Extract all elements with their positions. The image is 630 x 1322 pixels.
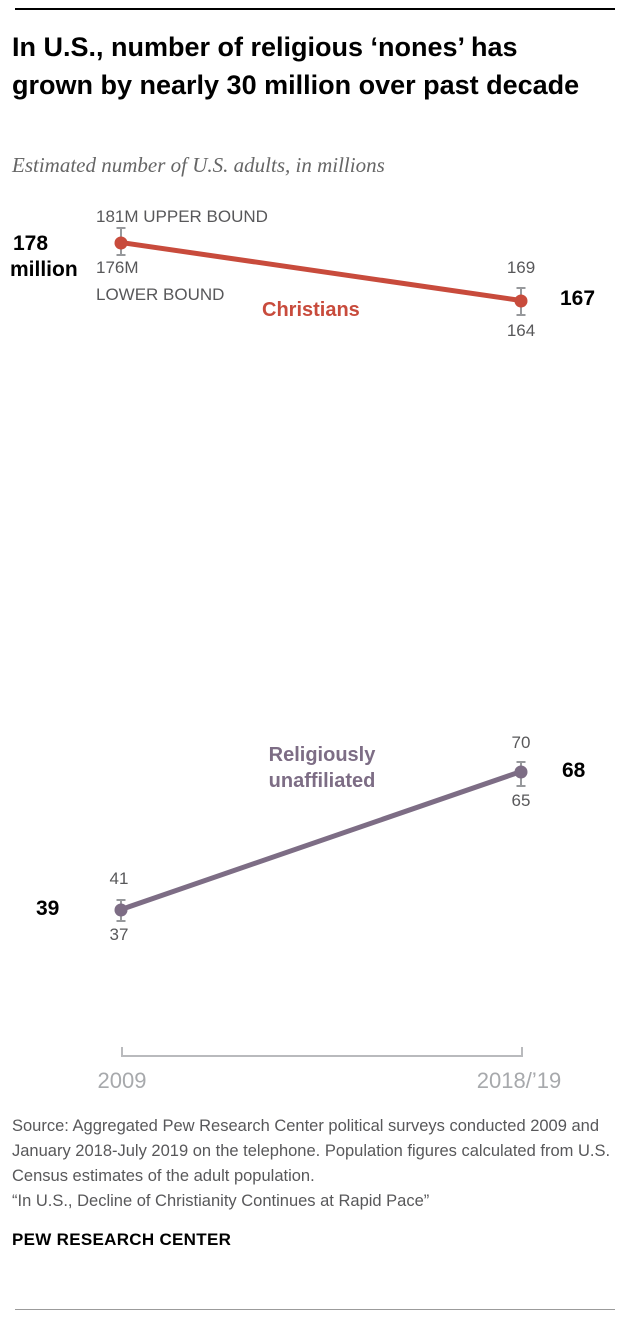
christians-upper-bound-note: 181M UPPER BOUND	[96, 207, 268, 226]
unaffiliated-2019-dot	[514, 765, 528, 779]
christians-lower-bound-note: LOWER BOUND	[96, 285, 225, 304]
christians-series-label: Christians	[262, 299, 360, 321]
christians-2019-dot	[514, 294, 528, 308]
footer: Source: Aggregated Pew Research Center p…	[12, 1114, 620, 1250]
source-note: Source: Aggregated Pew Research Center p…	[12, 1117, 611, 1185]
unaffiliated-series-label-line2: unaffiliated	[268, 770, 376, 792]
unaffiliated-2019-upper-label: 70	[511, 733, 531, 752]
unaffiliated-2009-error-cap-upper	[116, 899, 126, 901]
x-axis-tick-start	[121, 1047, 123, 1057]
unaffiliated-2009-upper-label: 41	[109, 869, 129, 888]
x-axis-label-2018-19: 2018/’19	[476, 1068, 562, 1093]
unaffiliated-2019-error-cap-upper	[516, 761, 526, 763]
pew-research-center-brand: PEW RESEARCH CENTER	[12, 1230, 232, 1249]
x-axis-tick-end	[521, 1047, 523, 1057]
chart-title: In U.S., number of religious ‘nones’ has…	[12, 32, 580, 100]
christians-2009-dot	[114, 236, 128, 250]
unaffiliated-series-label-line1: Religiously	[268, 744, 376, 766]
x-axis-line	[121, 1055, 523, 1057]
christians-2019-error-cap-lower	[516, 314, 526, 316]
christians-lower-bound-value: 176M	[96, 258, 139, 277]
bottom-border-rule	[15, 1309, 615, 1310]
unaffiliated-2009-value-label: 39	[36, 897, 60, 920]
christians-2009-value-label: 178	[13, 232, 49, 255]
unaffiliated-2019-value-label: 68	[562, 759, 586, 782]
unaffiliated-2009-lower-label: 37	[109, 925, 129, 944]
top-border-rule	[15, 8, 615, 10]
line-chart: 178 million 181M UPPER BOUND 176M LOWER …	[10, 207, 596, 1093]
christians-2019-lower-label: 164	[506, 321, 536, 340]
christians-2019-value-label: 167	[560, 287, 596, 310]
x-axis-label-2009: 2009	[97, 1068, 147, 1093]
unaffiliated-2019-lower-label: 65	[511, 791, 531, 810]
unaffiliated-2009-dot	[114, 903, 128, 917]
christians-2009-unit-label: million	[10, 258, 78, 281]
christians-2019-error-cap-upper	[516, 287, 526, 289]
report-title-quote: “In U.S., Decline of Christianity Contin…	[12, 1192, 430, 1210]
christians-2019-upper-label: 169	[506, 258, 536, 277]
unaffiliated-2019-error-cap-lower	[516, 785, 526, 787]
christians-2009-error-cap-lower	[116, 254, 126, 256]
unaffiliated-2009-error-cap-lower	[116, 920, 126, 922]
christians-2009-error-cap-upper	[116, 227, 126, 229]
chart-subtitle: Estimated number of U.S. adults, in mill…	[12, 153, 385, 177]
